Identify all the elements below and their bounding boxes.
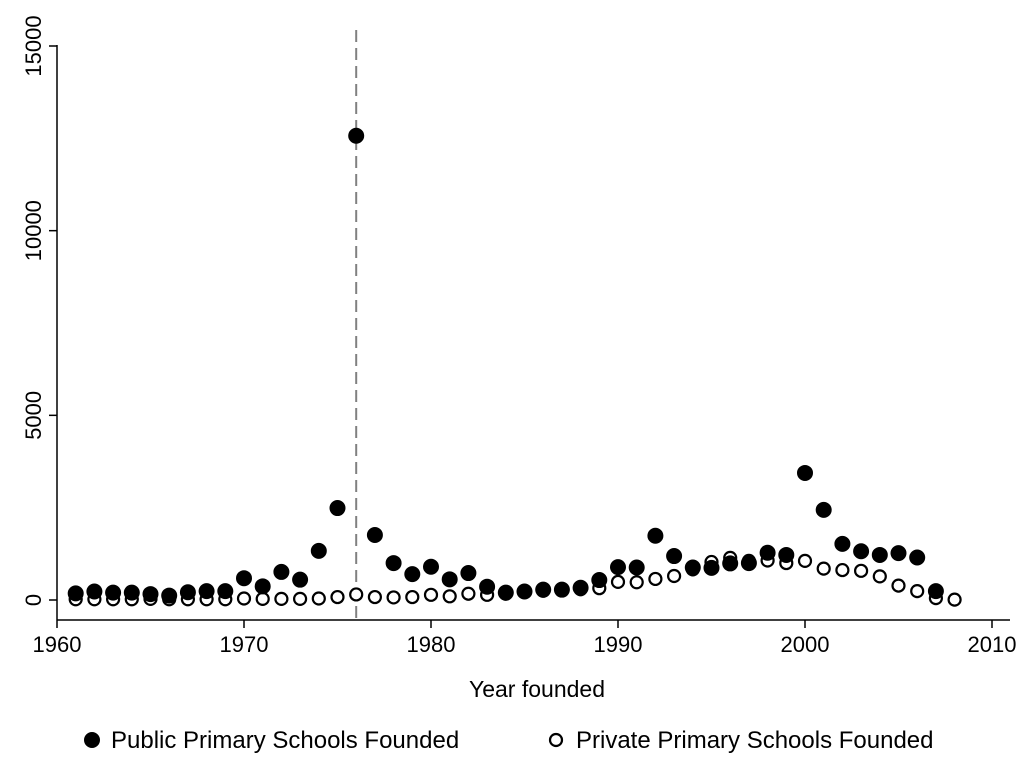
public-point-1999 <box>778 546 795 563</box>
public-point-1992 <box>647 527 664 544</box>
public-point-1971 <box>254 578 271 595</box>
public-point-1974 <box>310 542 327 559</box>
private-point-1977 <box>367 589 382 605</box>
public-point-2002 <box>834 535 851 552</box>
x-axis-title: Year founded <box>469 676 605 702</box>
legend-item-private: Private Primary Schools Founded <box>548 727 934 754</box>
public-point-1976 <box>348 127 365 144</box>
private-point-1991 <box>629 575 644 590</box>
private-point-2003 <box>853 563 869 578</box>
y-ticks: 0 5000 10000 15000 <box>21 15 57 606</box>
private-point-1992 <box>648 571 663 587</box>
public-point-1980 <box>423 558 439 575</box>
y-tick-label-15000: 15000 <box>21 15 46 76</box>
public-point-1995 <box>703 559 720 576</box>
public-point-1966 <box>161 587 178 604</box>
public-point-1989 <box>591 572 608 589</box>
public-point-1996 <box>722 555 739 572</box>
public-point-1977 <box>366 526 383 543</box>
series-layer <box>67 127 962 607</box>
public-point-1981 <box>441 571 458 588</box>
private-point-1982 <box>461 586 476 601</box>
public-point-2000 <box>797 464 813 481</box>
public-point-1998 <box>759 544 776 561</box>
legend-label-private: Private Primary Schools Founded <box>576 727 934 754</box>
public-point-1988 <box>572 579 589 596</box>
private-point-2005 <box>891 578 906 593</box>
legend-label-public: Public Primary Schools Founded <box>111 727 459 754</box>
private-point-2002 <box>835 562 850 578</box>
x-tick-label-1990: 1990 <box>594 632 643 657</box>
private-point-1979 <box>405 589 420 605</box>
x-tick-label-1970: 1970 <box>220 632 269 657</box>
legend: Public Primary Schools Founded Private P… <box>84 727 934 754</box>
private-point-1981 <box>442 589 457 604</box>
public-point-1961 <box>67 585 84 602</box>
private-point-1976 <box>349 587 364 602</box>
public-point-1964 <box>123 584 140 601</box>
public-point-1973 <box>292 571 309 588</box>
private-point-1978 <box>386 590 401 605</box>
public-point-1972 <box>273 563 290 580</box>
public-point-1987 <box>553 581 570 598</box>
public-point-1984 <box>497 584 514 601</box>
public-point-2006 <box>909 549 926 566</box>
y-tick-label-0: 0 <box>21 594 46 606</box>
x-tick-label-1980: 1980 <box>407 632 456 657</box>
public-point-1983 <box>479 578 496 595</box>
public-point-1993 <box>666 548 683 565</box>
public-point-1994 <box>684 559 701 576</box>
private-point-1993 <box>666 568 682 584</box>
public-point-1963 <box>105 584 122 601</box>
private-point-2008 <box>947 592 962 607</box>
public-point-1997 <box>740 555 757 572</box>
public-point-1975 <box>329 500 346 517</box>
axes <box>56 45 1010 621</box>
private-point-2000 <box>797 553 813 568</box>
public-point-2005 <box>890 545 907 562</box>
legend-marker-public <box>84 732 100 748</box>
public-point-1968 <box>198 583 215 600</box>
public-point-2007 <box>927 583 944 600</box>
y-tick-label-5000: 5000 <box>21 391 46 440</box>
public-point-1982 <box>460 565 477 582</box>
public-point-2001 <box>815 501 832 518</box>
x-ticks: 1960 1970 1980 1990 2000 2010 <box>33 620 1017 657</box>
public-point-1991 <box>628 559 645 576</box>
private-point-2001 <box>816 561 831 576</box>
legend-item-public: Public Primary Schools Founded <box>84 727 459 754</box>
private-point-1974 <box>311 591 326 606</box>
public-point-1967 <box>179 584 196 601</box>
private-point-1980 <box>423 587 439 602</box>
public-point-1965 <box>142 586 159 603</box>
public-point-1985 <box>516 583 533 600</box>
legend-marker-private <box>548 732 564 748</box>
public-point-1979 <box>404 566 421 583</box>
private-point-2006 <box>910 584 925 599</box>
y-tick-label-10000: 10000 <box>21 200 46 261</box>
private-point-1971 <box>255 591 270 606</box>
x-tick-label-2010: 2010 <box>968 632 1017 657</box>
public-point-2004 <box>871 546 888 563</box>
public-point-1970 <box>236 570 252 587</box>
private-point-1990 <box>610 574 626 590</box>
x-tick-label-2000: 2000 <box>781 632 830 657</box>
private-point-1972 <box>274 591 289 606</box>
public-point-1978 <box>385 555 402 572</box>
public-point-1986 <box>535 581 552 598</box>
public-point-2003 <box>853 543 870 560</box>
public-point-1969 <box>217 583 234 600</box>
public-point-1962 <box>86 583 103 600</box>
private-point-1975 <box>330 589 345 605</box>
private-point-2004 <box>872 569 887 584</box>
private-point-1973 <box>293 591 308 606</box>
series-public <box>67 127 944 604</box>
private-point-1970 <box>236 591 252 606</box>
public-point-1990 <box>610 559 626 576</box>
x-tick-label-1960: 1960 <box>33 632 82 657</box>
